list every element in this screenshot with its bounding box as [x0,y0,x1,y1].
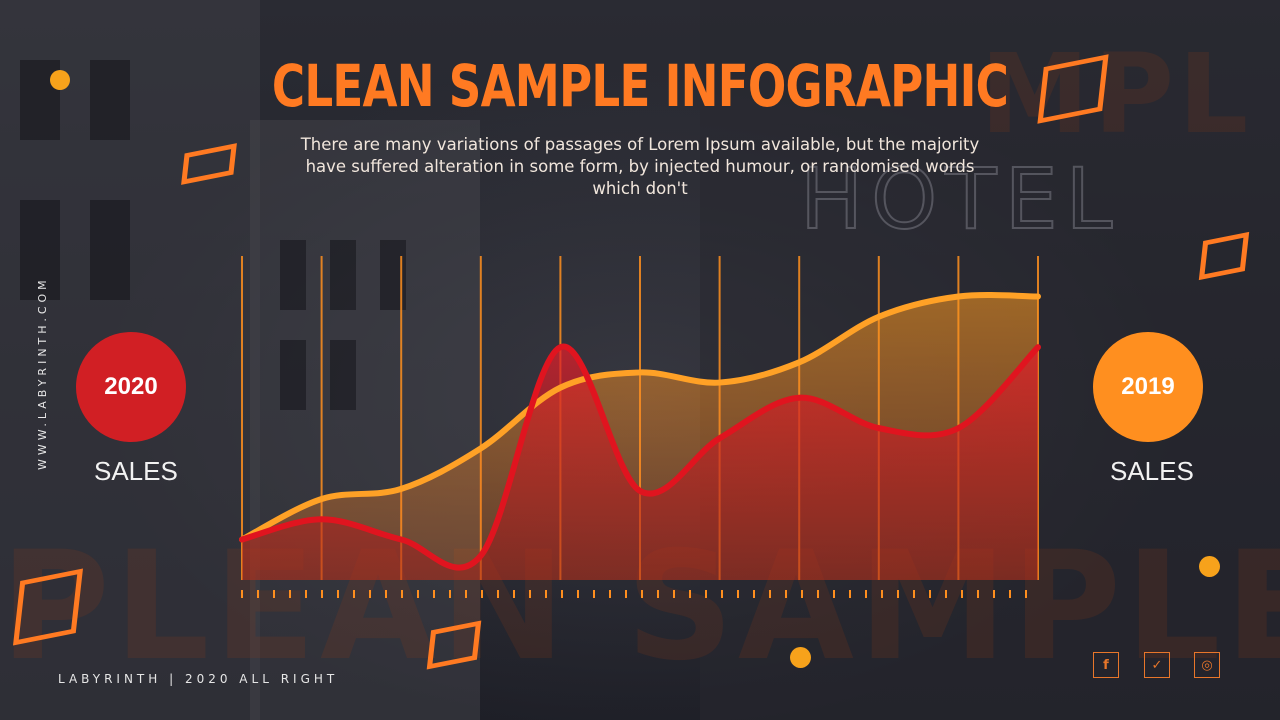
legend-year-2019: 2019 [1121,373,1175,400]
background-window [280,240,306,310]
series-line-2019 [239,292,1041,543]
legend-label-2020: SALES [94,456,178,486]
legend-circle-2019: 2019 [1093,332,1203,442]
background-building-mid [250,120,480,720]
background-window [280,340,306,410]
decorative-dot [790,647,811,668]
background-window [90,200,130,300]
background-hotel-sign: HOTEL [799,149,1121,249]
legend-label-2019: SALES [1110,456,1194,486]
background-window [330,240,356,310]
series-area-2020 [242,346,1038,580]
instagram-icon[interactable]: ◎ [1194,652,1220,678]
decorative-dot [50,70,70,90]
page-subtitle: There are many variations of passages of… [300,135,980,198]
page-title: CLEAN SAMPLE INFOGRAPHIC [271,52,1009,120]
website-url: WWW.LABYRINTH.COM [36,276,49,470]
decorative-dot [1199,556,1220,577]
footer-text: LABYRINTH | 2020 ALL RIGHT [58,672,339,686]
background-ghost-text: MPL [980,30,1253,158]
background-window [20,200,60,300]
legend-circle-2020: 2020 [76,332,186,442]
facebook-icon[interactable]: f [1093,652,1119,678]
twitter-icon[interactable]: ✓ [1144,652,1170,678]
background-window [90,60,130,140]
series-line-2020 [239,343,1041,571]
legend-year-2020: 2020 [104,373,158,400]
background-window [330,340,356,410]
